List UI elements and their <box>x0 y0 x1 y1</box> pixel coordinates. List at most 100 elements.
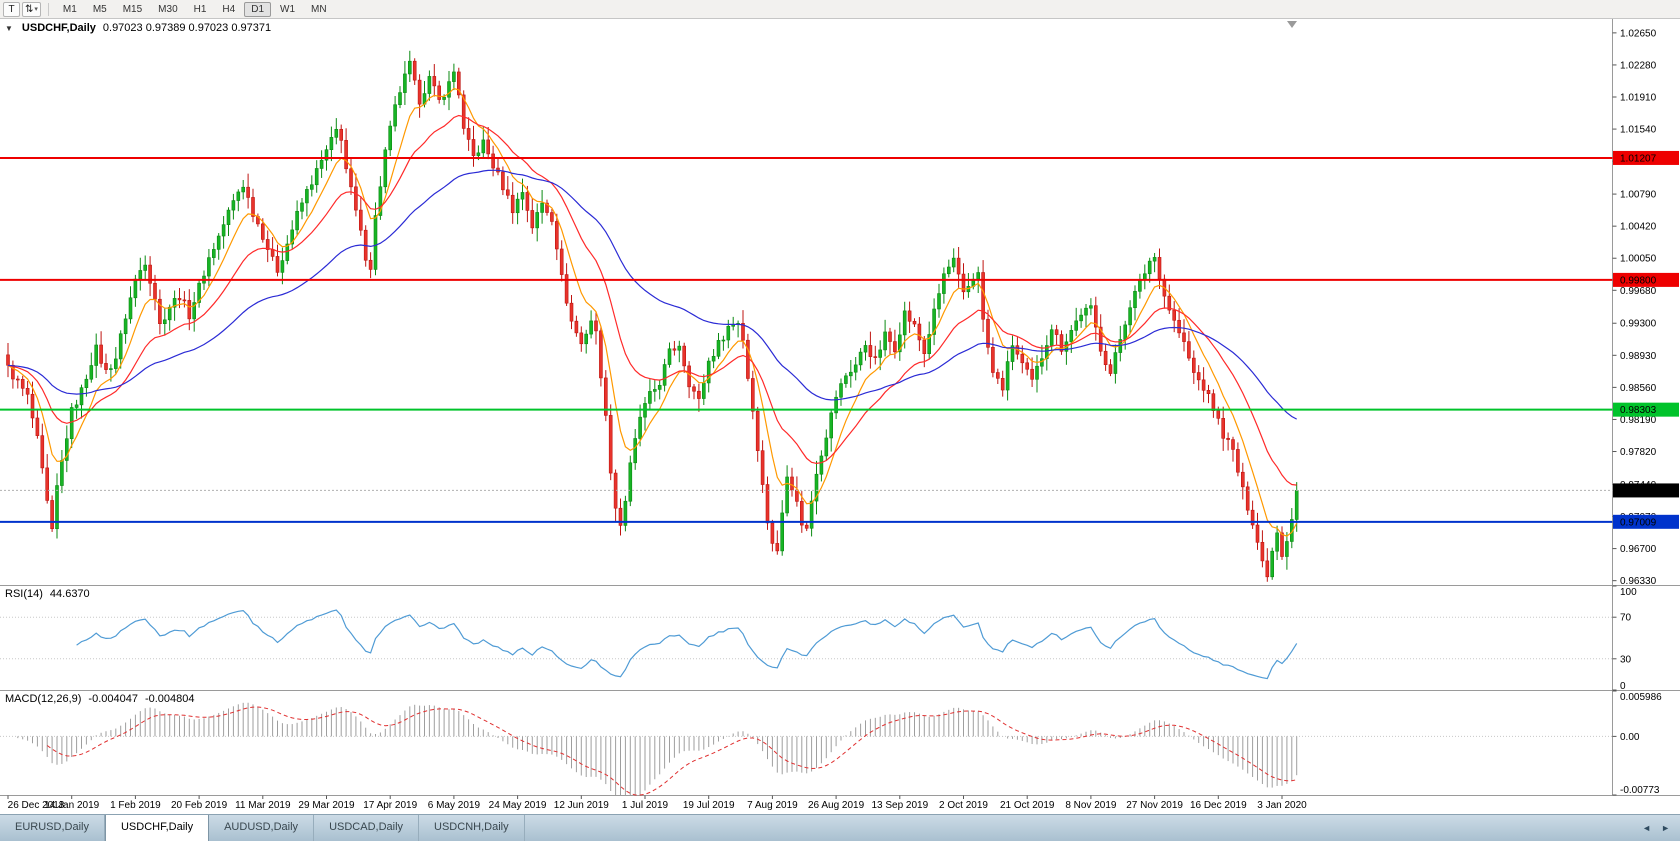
toolbar-separator <box>47 2 49 16</box>
svg-text:1.02280: 1.02280 <box>1620 60 1657 71</box>
timeframe-m30-button[interactable]: M30 <box>158 3 178 15</box>
svg-text:0.00: 0.00 <box>1620 732 1640 743</box>
hline-0.97009[interactable]: 0.97009 <box>0 514 1679 529</box>
timeframe-w1-button[interactable]: W1 <box>280 3 296 15</box>
svg-text:13 Sep 2019: 13 Sep 2019 <box>871 800 928 811</box>
timeframe-mn-button[interactable]: MN <box>311 3 327 15</box>
candles-layer <box>6 50 1299 582</box>
tabs-scroll-right-button[interactable]: ► <box>1661 823 1670 833</box>
svg-text:1.00420: 1.00420 <box>1620 222 1657 233</box>
macd-main-value: -0.004047 <box>88 693 138 705</box>
timeframe-h4-button[interactable]: H4 <box>222 3 236 15</box>
svg-text:70: 70 <box>1620 613 1632 624</box>
tabs-scroll-controls: ◄ ► <box>1642 815 1680 841</box>
svg-text:0.96700: 0.96700 <box>1620 544 1657 555</box>
svg-text:1.02650: 1.02650 <box>1620 28 1657 39</box>
svg-text:100: 100 <box>1620 587 1637 598</box>
text-tool-button[interactable]: T <box>3 1 20 17</box>
svg-text:1.01910: 1.01910 <box>1620 93 1657 104</box>
macd-signal-line <box>46 706 1297 796</box>
timeframe-m1-button[interactable]: M1 <box>62 3 77 15</box>
price-axis-labels[interactable]: 1.026501.022801.019101.015401.011701.007… <box>1612 28 1657 587</box>
svg-text:27 Nov 2019: 27 Nov 2019 <box>1126 800 1183 811</box>
svg-text:0.99680: 0.99680 <box>1620 286 1657 297</box>
svg-text:-0.00773: -0.00773 <box>1620 785 1660 796</box>
tab-usdcad-daily[interactable]: USDCAD,Daily <box>314 815 420 841</box>
svg-text:7 Aug 2019: 7 Aug 2019 <box>747 800 798 811</box>
svg-text:26 Aug 2019: 26 Aug 2019 <box>808 800 865 811</box>
svg-text:19 Jul 2019: 19 Jul 2019 <box>683 800 735 811</box>
chart-ohlc-values: 0.97023 0.97389 0.97023 0.97371 <box>102 22 272 34</box>
moving-average-fast <box>7 87 1298 537</box>
rsi-pane: 100 70 30 0 <box>0 585 1637 692</box>
svg-text:1 Jul 2019: 1 Jul 2019 <box>622 800 669 811</box>
svg-text:1 Feb 2019: 1 Feb 2019 <box>110 800 161 811</box>
svg-text:3 Jan 2020: 3 Jan 2020 <box>1257 800 1307 811</box>
tab-audusd-daily[interactable]: AUDUSD,Daily <box>209 815 315 841</box>
chevron-down-icon: ▾ <box>34 6 38 13</box>
hline-1.01207[interactable]: 1.01207 <box>0 150 1679 165</box>
svg-text:0.97820: 0.97820 <box>1620 447 1657 458</box>
rsi-pane-label: RSI(14) 44.6370 <box>5 588 90 600</box>
hline-0.98303[interactable]: 0.98303 <box>0 402 1679 417</box>
svg-text:21 Oct 2019: 21 Oct 2019 <box>1000 800 1055 811</box>
rsi-indicator-name: RSI(14) <box>5 588 43 600</box>
collapse-indicators-icon[interactable]: ▼ <box>5 24 13 33</box>
svg-text:0.98560: 0.98560 <box>1620 383 1657 394</box>
svg-text:0.005986: 0.005986 <box>1620 692 1662 703</box>
tab-usdchf-daily[interactable]: USDCHF,Daily <box>104 815 210 841</box>
svg-text:0.97371: 0.97371 <box>1620 486 1657 497</box>
current-price-label: 0.97371 <box>1613 483 1679 498</box>
svg-text:0.98303: 0.98303 <box>1620 405 1657 416</box>
svg-text:0.98930: 0.98930 <box>1620 351 1657 362</box>
svg-text:0.96330: 0.96330 <box>1620 576 1657 587</box>
moving-average-slow <box>7 169 1297 420</box>
hline-0.99800[interactable]: 0.99800 <box>0 272 1679 287</box>
cursor-tool-icon: ⇅ <box>25 3 34 15</box>
svg-text:0.98190: 0.98190 <box>1620 415 1657 426</box>
svg-text:1.00050: 1.00050 <box>1620 254 1657 265</box>
macd-pane: 0.005986 0.00 -0.00773 <box>0 690 1662 796</box>
svg-text:12 Jun 2019: 12 Jun 2019 <box>554 800 609 811</box>
svg-text:20 Feb 2019: 20 Feb 2019 <box>171 800 228 811</box>
tab-eurusd-daily[interactable]: EURUSD,Daily <box>0 815 105 841</box>
chart-title: ▼ USDCHF,Daily 0.97023 0.97389 0.97023 0… <box>5 22 271 34</box>
svg-text:8 Nov 2019: 8 Nov 2019 <box>1065 800 1117 811</box>
svg-text:6 May 2019: 6 May 2019 <box>428 800 481 811</box>
timeframe-h1-button[interactable]: H1 <box>193 3 207 15</box>
timeframe-d1-button[interactable]: D1 <box>244 1 272 17</box>
svg-text:30: 30 <box>1620 654 1632 665</box>
timeframe-m5-button[interactable]: M5 <box>92 3 107 15</box>
svg-text:1.01207: 1.01207 <box>1620 153 1657 164</box>
svg-text:1.00790: 1.00790 <box>1620 190 1657 201</box>
svg-text:17 Apr 2019: 17 Apr 2019 <box>363 800 417 811</box>
macd-pane-label: MACD(12,26,9) -0.004047 -0.004804 <box>5 693 195 705</box>
rsi-indicator-value: 44.6370 <box>49 588 90 600</box>
svg-text:2 Oct 2019: 2 Oct 2019 <box>939 800 988 811</box>
cursor-tool-button[interactable]: ⇅ ▾ <box>22 1 41 17</box>
svg-text:0.99800: 0.99800 <box>1620 275 1657 286</box>
svg-text:24 May 2019: 24 May 2019 <box>489 800 547 811</box>
tabs-scroll-left-button[interactable]: ◄ <box>1642 823 1652 833</box>
macd-indicator-name: MACD(12,26,9) <box>5 693 82 705</box>
moving-average-medium <box>7 114 1297 486</box>
svg-text:0.99300: 0.99300 <box>1620 319 1657 330</box>
chart-symbol-period: USDCHF,Daily <box>21 22 96 34</box>
tab-usdcnh-daily[interactable]: USDCNH,Daily <box>419 815 525 841</box>
rsi-line <box>76 609 1298 680</box>
timeframe-m15-button[interactable]: M15 <box>122 3 143 15</box>
svg-text:0: 0 <box>1620 681 1626 692</box>
chart-tabs-bar: EURUSD,Daily USDCHF,Daily AUDUSD,Daily U… <box>0 814 1680 841</box>
main-toolbar: T ⇅ ▾ M1 M5 M15 M30 H1 H4 D1 W1 MN <box>0 0 1680 19</box>
svg-text:14 Jan 2019: 14 Jan 2019 <box>44 800 99 811</box>
chart-shift-marker-icon[interactable] <box>1287 21 1297 28</box>
svg-text:16 Dec 2019: 16 Dec 2019 <box>1190 800 1247 811</box>
macd-signal-value: -0.004804 <box>144 693 195 705</box>
svg-text:1.01540: 1.01540 <box>1620 125 1657 136</box>
svg-text:26 Dec 2018: 26 Dec 2018 <box>8 800 65 811</box>
svg-text:0.97009: 0.97009 <box>1620 517 1657 528</box>
